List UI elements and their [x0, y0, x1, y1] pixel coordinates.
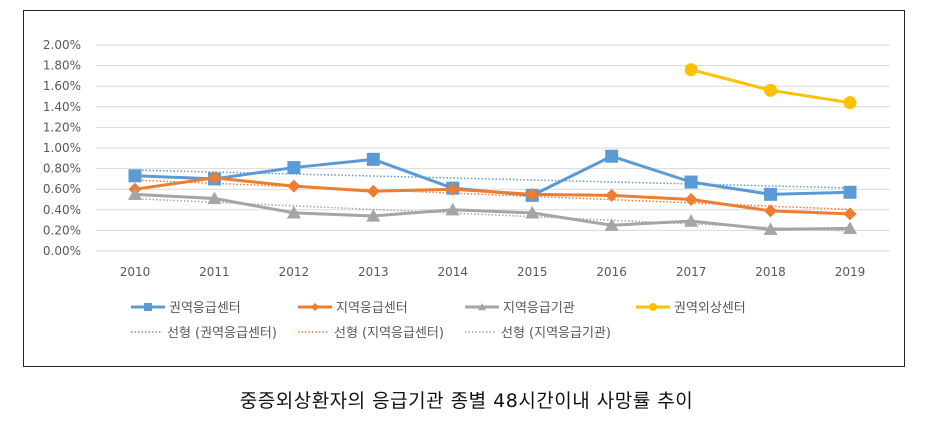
data-point-diamond	[764, 204, 778, 218]
legend-item[interactable]: 지역응급센터	[298, 301, 408, 316]
data-point-diamond	[684, 193, 698, 206]
y-tick-label: 0.80%	[43, 162, 81, 176]
data-point-triangle	[525, 205, 540, 219]
x-tick-label: 2014	[438, 265, 469, 279]
data-point-square	[128, 169, 142, 183]
data-point-triangle	[128, 187, 142, 200]
data-point-circle	[764, 83, 778, 97]
x-tick-label: 2011	[199, 265, 230, 279]
series-line	[134, 192, 851, 231]
x-tick-label: 2010	[120, 265, 151, 279]
data-point-diamond	[311, 303, 319, 311]
legend-label: 권역응급센터	[169, 301, 241, 316]
data-point-triangle	[843, 221, 857, 234]
data-point-diamond	[366, 184, 380, 198]
data-point-triangle	[763, 222, 778, 235]
x-tick-label: 2012	[279, 265, 310, 279]
trendlines	[134, 169, 851, 232]
x-tick-label: 2015	[517, 265, 548, 279]
series-line	[134, 176, 851, 216]
legend-label: 지역응급센터	[336, 301, 408, 316]
x-tick-label: 2018	[755, 265, 786, 279]
data-point-triangle	[286, 205, 301, 219]
data-point-square	[366, 152, 380, 166]
data-point-diamond	[446, 182, 460, 196]
legend-label: 선형 (지역응급센터)	[334, 326, 444, 341]
trendline	[134, 169, 851, 189]
x-tick-label: 2017	[676, 265, 707, 279]
legend-label: 권역외상센터	[674, 301, 746, 316]
data-point-square	[605, 149, 619, 163]
x-tick-label: 2013	[358, 265, 389, 279]
data-point-circle	[649, 303, 657, 311]
data-point-triangle	[604, 218, 619, 231]
x-axis-ticks: 2010 2011 2012 2013 2014 2015 2016 2017 2018 2019	[120, 265, 866, 279]
legend-item[interactable]: 권역응급센터	[131, 301, 241, 316]
y-tick-label: 0.00%	[43, 244, 81, 258]
data-point-circle	[684, 63, 698, 77]
data-point-diamond	[525, 187, 539, 201]
data-point-triangle	[684, 214, 699, 227]
legend-item[interactable]: 권역외상센터	[636, 301, 746, 316]
data-point-square	[287, 161, 301, 175]
data-point-square	[843, 185, 857, 199]
y-tick-label: 1.60%	[43, 79, 81, 93]
y-tick-label: 1.00%	[43, 141, 81, 155]
legend-label: 선형 (권역응급센터)	[167, 326, 277, 341]
data-point-square	[684, 175, 698, 189]
y-tick-label: 2.00%	[43, 38, 81, 52]
legend-label: 선형 (지역응급기관)	[501, 326, 611, 341]
y-axis-ticks: 0.00% 0.20% 0.40% 0.60% 0.80% 1.00% 1.20% 1.40%…	[43, 38, 81, 258]
data-point-diamond	[605, 188, 619, 202]
legend-label: 지역응급기관	[503, 301, 575, 316]
line-chart: 0.00% 0.20% 0.40% 0.60% 0.80% 1.00% 1.20% 1.40%…	[43, 38, 890, 341]
data-point-diamond	[207, 171, 221, 185]
legend-item[interactable]: 선형 (권역응급센터)	[131, 326, 277, 341]
data-point-triangle	[366, 208, 381, 222]
data-point-square	[764, 187, 778, 201]
y-tick-label: 1.40%	[43, 100, 81, 114]
series-lines	[128, 63, 857, 235]
data-point-triangle	[445, 202, 460, 216]
y-tick-label: 1.80%	[43, 59, 81, 73]
y-tick-label: 0.40%	[43, 203, 81, 217]
legend-item[interactable]: 지역응급기관	[465, 301, 575, 316]
legend-item[interactable]: 선형 (지역응급센터)	[298, 326, 444, 341]
data-point-diamond	[843, 207, 857, 221]
data-point-triangle	[478, 303, 486, 311]
x-tick-label: 2016	[596, 265, 627, 279]
gridlines	[96, 44, 890, 252]
legend-item[interactable]: 선형 (지역응급기관)	[465, 326, 611, 341]
data-point-diamond	[287, 179, 301, 193]
y-tick-label: 0.20%	[43, 223, 81, 237]
y-tick-label: 0.60%	[43, 182, 81, 196]
data-point-square	[144, 303, 152, 311]
data-point-triangle	[207, 191, 222, 205]
data-point-circle	[843, 96, 857, 110]
x-tick-label: 2019	[835, 265, 866, 279]
y-tick-label: 1.20%	[43, 120, 81, 134]
chart-title: 중증외상환자의 응급기관 종별 48시간이내 사망률 추이	[239, 390, 694, 412]
